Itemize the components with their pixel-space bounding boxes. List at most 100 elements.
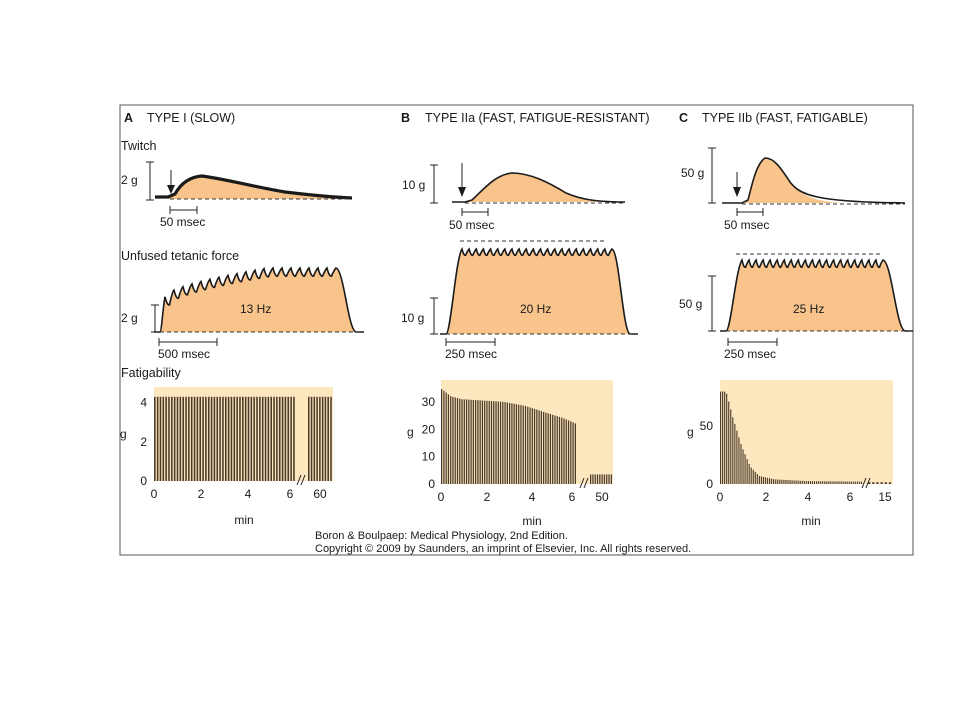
twitch-scale-b: 10 g — [402, 178, 425, 192]
fatigue-bar — [769, 478, 771, 484]
fatigue-bar — [515, 404, 518, 484]
fatigue-bar — [795, 480, 797, 484]
fatigue-bar — [522, 405, 524, 484]
stimulus-arrow-b — [458, 163, 466, 197]
fatigue-bar — [567, 420, 570, 484]
fatigue-bar — [880, 482, 883, 484]
fatigue-bar — [219, 396, 221, 481]
fatigue-bar — [789, 480, 791, 484]
x-tick-label: 0 — [151, 487, 158, 501]
fatigue-bar — [809, 481, 812, 484]
fatigue-bar — [509, 402, 511, 484]
fatigue-bar — [443, 390, 445, 484]
fatigue-bar — [834, 481, 836, 484]
fatigue-bar — [726, 393, 728, 484]
fatigue-bar — [185, 396, 187, 481]
fatigue-bar — [868, 482, 871, 484]
row-label-fatigue: Fatigability — [121, 366, 181, 380]
fatigue-bar — [608, 474, 610, 484]
fatigue-bar — [319, 396, 321, 481]
fatigue-bar — [327, 396, 329, 481]
tetanic-scale-c: 50 g — [679, 297, 702, 311]
fatigue-bar — [724, 391, 726, 484]
fatigue-bar — [779, 479, 781, 484]
fatigue-bar — [513, 403, 515, 484]
fatigue-bar — [205, 396, 207, 481]
y-tick-label: 4 — [140, 396, 147, 410]
fatigue-bar — [502, 401, 504, 484]
fatigue-bar — [574, 423, 576, 484]
twitch-timebar-a — [169, 206, 198, 214]
tetanic-frequency-c: 25 Hz — [793, 302, 824, 316]
tetanic-fill — [720, 260, 913, 331]
fatigue-bar — [470, 399, 472, 484]
fatigue-bar — [570, 421, 572, 484]
fatigue-bar — [842, 481, 844, 484]
fatigue-bar — [276, 396, 278, 481]
fatigue-bar — [738, 437, 740, 484]
x-axis-label: min — [234, 513, 253, 527]
fatigue-bar — [216, 396, 219, 481]
fatigue-bar — [477, 400, 479, 484]
fatigue-bar — [854, 481, 856, 484]
tetanic-frequency-a: 13 Hz — [240, 302, 271, 316]
fatigue-bar — [565, 419, 567, 484]
fatigue-bar — [888, 482, 892, 484]
fatigue-bar — [267, 396, 270, 481]
fatigue-bar — [805, 481, 807, 484]
tetanic-trace-a — [154, 266, 364, 333]
axis-break-mark — [865, 477, 871, 489]
y-tick-label: 0 — [428, 477, 435, 491]
stimulus-arrow-c — [733, 172, 741, 197]
tetanic-outline — [154, 266, 364, 333]
panel-c-letter: C — [679, 111, 688, 125]
fatigue-bar — [190, 396, 193, 481]
fatigue-bar — [330, 396, 332, 481]
fatigue-bar — [748, 463, 750, 484]
fatigue-bar — [441, 389, 443, 484]
fatigue-bar — [811, 481, 814, 484]
fatigue-bar — [856, 481, 858, 484]
fatigue-bar — [308, 396, 310, 481]
fatigue-bar — [236, 396, 238, 481]
panel-a-title: TYPE I (SLOW) — [147, 111, 235, 125]
fatigue-bar — [179, 396, 182, 481]
tetanic-frequency-b: 20 Hz — [520, 302, 551, 316]
fatigue-bar — [518, 404, 520, 484]
fatigue-bar — [764, 477, 767, 484]
fatigue-bar — [556, 416, 558, 484]
fatigue-bar — [722, 391, 724, 484]
fatigue-bar — [290, 396, 292, 481]
credit-line-1: Boron & Boulpaep: Medical Physiology, 2n… — [315, 530, 568, 542]
fatigue-bar — [884, 482, 887, 484]
fatigue-bar — [452, 396, 454, 484]
y-tick-label: 50 — [700, 419, 714, 433]
fatigue-bar — [463, 399, 465, 484]
fatigue-bar — [777, 479, 779, 484]
twitch-timebar-label-a: 50 msec — [160, 215, 205, 229]
fatigue-bar — [313, 396, 316, 481]
fatigue-bar — [481, 400, 484, 484]
fatigue-bar — [590, 474, 592, 484]
fatigue-bar — [540, 411, 542, 484]
fatigue-bar — [168, 396, 170, 481]
fatigue-bar — [836, 481, 838, 484]
fatigue-bar — [210, 396, 213, 481]
fatigue-bar — [840, 481, 842, 484]
fatigue-bar — [511, 403, 513, 484]
panel-c-title: TYPE IIb (FAST, FATIGABLE) — [702, 111, 868, 125]
tetanic-fill — [154, 268, 364, 332]
panel-b-title: TYPE IIa (FAST, FATIGUE-RESISTANT) — [425, 111, 650, 125]
fatigue-bar — [603, 474, 606, 484]
twitch-timebar-label-c: 50 msec — [724, 218, 769, 232]
y-axis-label: g — [120, 427, 127, 441]
fatigue-bar — [858, 481, 861, 484]
fatigue-bar — [844, 481, 846, 484]
fatigue-bar — [520, 405, 522, 484]
fatigue-bar — [447, 394, 450, 484]
fatigue-bar — [547, 413, 549, 484]
y-tick-label: 0 — [140, 474, 147, 488]
x-tick-label: 2 — [198, 487, 205, 501]
fatigue-bar — [270, 396, 272, 481]
twitch-timebar-b — [461, 208, 489, 216]
